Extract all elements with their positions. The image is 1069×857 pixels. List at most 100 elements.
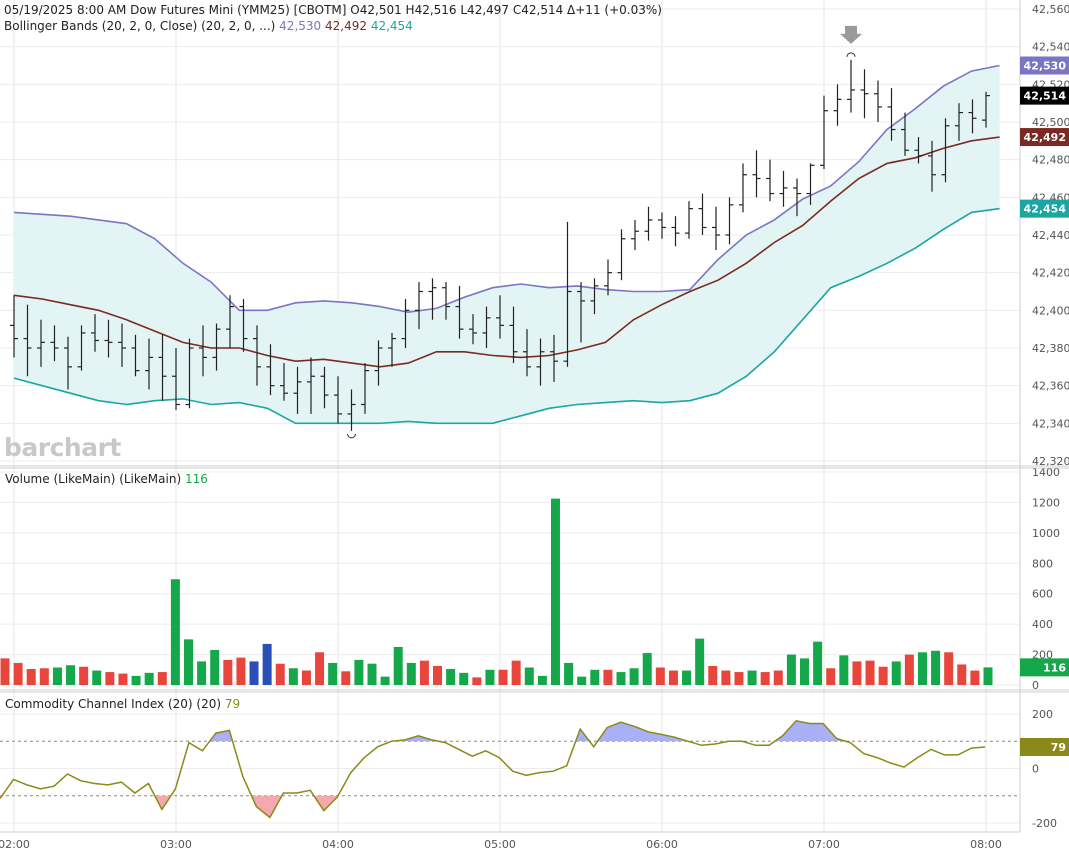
ohlc-bar [955, 103, 963, 141]
volume-bar [13, 662, 23, 685]
time-tick-label: 03:00 [160, 838, 192, 851]
ohlc-bar [388, 332, 396, 367]
ohlc-bar [523, 329, 531, 377]
volume-bar [183, 639, 193, 685]
volume-bar [865, 660, 875, 685]
price-header: 05/19/2025 8:00 AM Dow Futures Mini (YMM… [4, 3, 662, 17]
volume-tick-label: 1400 [1032, 466, 1060, 479]
volume-bar [577, 676, 587, 685]
volume-header: Volume (LikeMain) (LikeMain) 116 [5, 472, 208, 486]
header-ohlc: O42,501 H42,516 L42,497 C42,514 Δ+11 (+0… [350, 3, 662, 17]
volume-value: 116 [184, 472, 208, 486]
ohlc-bar [793, 178, 801, 217]
volume-bar [419, 660, 429, 685]
volume-tick-label: 1000 [1032, 527, 1060, 540]
header-time: 8:00 AM [77, 3, 127, 17]
ohlc-bar [887, 88, 896, 141]
volume-bar [668, 670, 678, 685]
price-tick-label: 42,560 [1032, 3, 1069, 16]
ohlc-bar [914, 137, 923, 164]
volume-bar [315, 652, 325, 685]
ohlc-bar [847, 59, 855, 113]
volume-bar [721, 670, 731, 685]
volume-bar [236, 657, 246, 685]
volume-bar [459, 672, 469, 685]
ohlc-bar [563, 221, 572, 367]
ohlc-bar [239, 299, 248, 352]
volume-bar [52, 667, 62, 685]
volume-tick-label: 0 [1032, 679, 1039, 692]
ohlc-bar [941, 118, 950, 183]
volume-bar [616, 672, 626, 685]
ohlc-bar [320, 366, 329, 409]
ohlc-bar [415, 282, 423, 330]
price-tick-label: 42,320 [1032, 455, 1069, 468]
volume-bar [288, 668, 298, 685]
volume-bar [944, 652, 954, 685]
volume-bar [170, 579, 180, 685]
ohlc-bar [469, 314, 477, 345]
middle-band-tag: 42,492 [1024, 131, 1066, 144]
volume-bar [341, 671, 351, 685]
high-marker [846, 52, 856, 57]
volume-tag: 116 [1043, 661, 1066, 674]
ohlc-bar [23, 304, 32, 377]
ohlc-bar [604, 259, 612, 296]
header-instrument: Dow Futures Mini (YMM25) [CBOTM] [130, 3, 347, 17]
ohlc-bar [779, 170, 788, 207]
ohlc-bar [901, 112, 909, 156]
ohlc-bar [77, 325, 86, 371]
volume-bar [524, 667, 534, 685]
volume-bar [118, 673, 128, 685]
ohlc-bar [280, 363, 288, 401]
ohlc-bar [226, 295, 234, 348]
volume-bar [734, 672, 744, 685]
volume-bar [682, 670, 692, 685]
cci-overbought-fill [209, 720, 846, 742]
time-tick-label: 04:00 [322, 838, 354, 851]
ohlc-bar [685, 201, 693, 239]
ohlc-bar [307, 357, 315, 414]
volume-bar [629, 668, 639, 685]
price-tick-label: 42,500 [1032, 116, 1069, 129]
ohlc-bar [158, 334, 167, 401]
volume-bar [380, 676, 390, 685]
bollinger-band-fill [14, 65, 1000, 424]
volume-tick-label: 400 [1032, 618, 1053, 631]
ohlc-bar [982, 91, 990, 128]
volume-bar [813, 641, 823, 685]
cci-tick-label: 200 [1032, 708, 1053, 721]
volume-bar [498, 669, 508, 685]
bollinger-label: Bollinger Bands (20, 2, 0, Close) (20, 2… [4, 19, 276, 33]
bollinger-upper-value: 42,530 [279, 19, 322, 33]
volume-bar [406, 662, 416, 685]
volume-bar [197, 661, 207, 685]
time-tick-label: 06:00 [646, 838, 678, 851]
volume-bar [708, 665, 718, 685]
price-tick-label: 42,400 [1032, 304, 1069, 317]
bollinger-middle-line [13, 136, 1000, 368]
ohlc-bar [374, 340, 383, 386]
ohlc-bar [631, 219, 639, 251]
volume-bar [79, 666, 89, 685]
volume-bar [511, 660, 521, 685]
volume-bar [537, 675, 547, 685]
ohlc-bar [496, 295, 504, 339]
price-tick-label: 42,340 [1032, 417, 1069, 430]
ohlc-bar [347, 389, 356, 431]
ohlc-bar [50, 325, 59, 362]
barchart-watermark: barchart [4, 433, 121, 462]
ohlc-bar [361, 363, 369, 414]
volume-bar [800, 658, 810, 685]
upper-band-tag: 42,530 [1024, 60, 1067, 73]
volume-bar [760, 672, 770, 685]
middle-band-tag-bg [1020, 128, 1069, 147]
volume-bar [891, 661, 901, 685]
ohlc-bar [860, 69, 869, 119]
ohlc-bar [550, 334, 558, 382]
ohlc-bar [482, 306, 491, 348]
volume-bar [695, 638, 705, 685]
volume-bar [773, 670, 783, 685]
cci-tag: 79 [1051, 741, 1066, 754]
